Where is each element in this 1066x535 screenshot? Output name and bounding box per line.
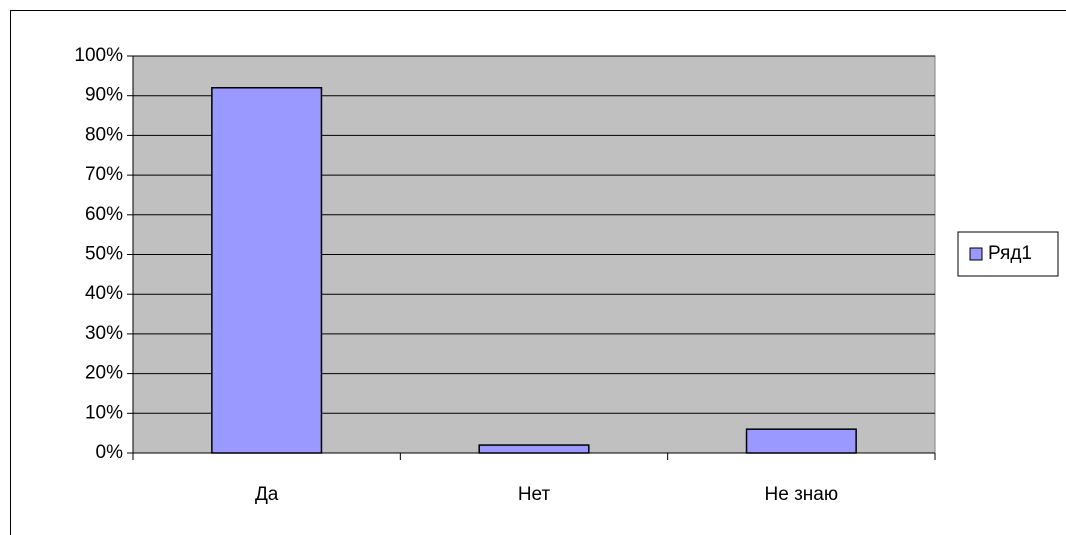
y-tick-label: 100%	[74, 45, 123, 66]
y-tick-label: 10%	[85, 402, 123, 423]
legend-label: Ряд1	[988, 243, 1032, 264]
y-tick-label: 60%	[85, 204, 123, 225]
y-tick-label: 30%	[85, 323, 123, 344]
y-tick-label: 50%	[85, 244, 123, 265]
x-tick-label: Да	[255, 484, 279, 505]
y-tick-label: 70%	[85, 164, 123, 185]
bar	[211, 87, 323, 454]
bar	[745, 428, 857, 454]
y-tick-label: 40%	[85, 283, 123, 304]
legend-swatch	[969, 247, 983, 261]
y-tick-label: 90%	[85, 85, 123, 106]
y-tick-label: 20%	[85, 363, 123, 384]
y-tick-label: 0%	[96, 442, 124, 463]
x-tick-label: Нет	[518, 484, 551, 505]
y-tick-label: 80%	[85, 124, 123, 145]
x-tick-label: Не знаю	[765, 484, 839, 505]
bar	[478, 444, 590, 454]
